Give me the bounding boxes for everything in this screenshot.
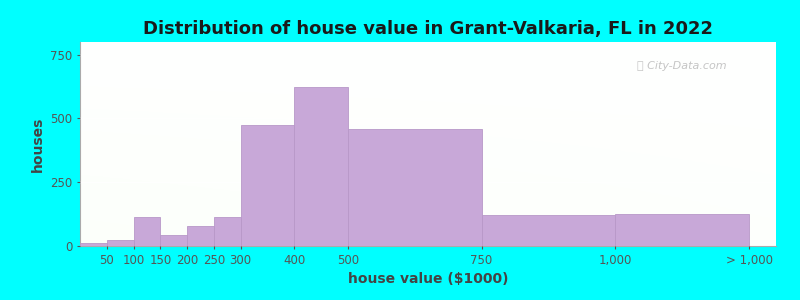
Bar (134, 217, 160, 246)
Bar (615, 214, 750, 246)
X-axis label: house value ($1000): house value ($1000) (348, 272, 508, 286)
Text: Ⓜ City-Data.com: Ⓜ City-Data.com (637, 61, 726, 71)
Y-axis label: houses: houses (30, 116, 45, 172)
Bar (241, 125, 294, 246)
Bar (348, 129, 482, 246)
Bar (160, 235, 187, 246)
Bar (482, 215, 615, 246)
Bar (106, 240, 134, 246)
Title: Distribution of house value in Grant-Valkaria, FL in 2022: Distribution of house value in Grant-Val… (143, 20, 713, 38)
Bar (214, 217, 241, 246)
Bar (187, 226, 214, 246)
Bar (294, 87, 348, 246)
Bar (80, 244, 106, 246)
